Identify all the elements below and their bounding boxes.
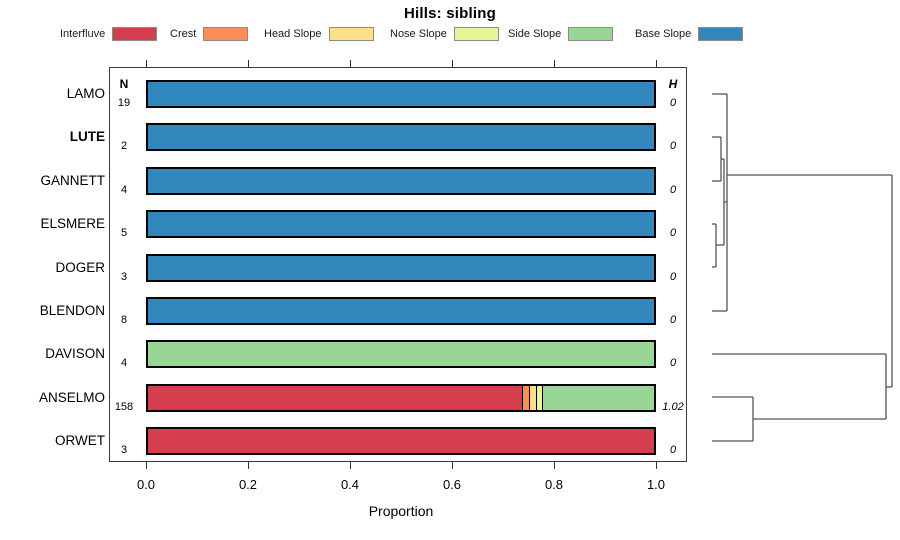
- legend-swatch: [203, 26, 249, 41]
- h-value-blendon: 0: [669, 314, 677, 326]
- y-label-lute: LUTE: [69, 129, 105, 144]
- bar-segment-base-slope: [148, 169, 654, 193]
- legend-item-interfluve: Interfluve: [60, 26, 158, 41]
- x-tick-label: 0.6: [442, 477, 462, 492]
- bottom-axis-tick: [554, 462, 556, 469]
- y-label-gannett: GANNETT: [40, 173, 105, 188]
- n-value-orwet: 3: [120, 444, 128, 456]
- bar-row-orwet: [146, 427, 656, 455]
- bar-segment-side-slope: [542, 386, 654, 410]
- bar-row-lamo: [146, 80, 656, 108]
- y-label-orwet: ORWET: [55, 433, 105, 448]
- top-axis-tick: [248, 60, 250, 67]
- n-column-header: N: [119, 77, 129, 91]
- bar-segment-base-slope: [148, 299, 654, 323]
- n-value-lamo: 19: [117, 97, 131, 109]
- h-value-davison: 0: [669, 357, 677, 369]
- bottom-axis-tick: [350, 462, 352, 469]
- y-label-doger: DOGER: [55, 260, 105, 275]
- bar-segment-base-slope: [148, 256, 654, 280]
- legend-swatch: [112, 26, 158, 41]
- legend-label: Base Slope: [635, 27, 692, 40]
- bottom-axis-tick: [248, 462, 250, 469]
- bar-row-gannett: [146, 167, 656, 195]
- h-value-orwet: 0: [669, 444, 677, 456]
- bottom-axis-tick: [452, 462, 454, 469]
- bar-segment-head-slope: [529, 386, 536, 410]
- x-axis-title: Proportion: [368, 503, 434, 519]
- legend-label: Interfluve: [60, 27, 106, 40]
- bar-segment-side-slope: [148, 342, 654, 366]
- n-value-blendon: 8: [120, 314, 128, 326]
- x-tick-label: 0.0: [136, 477, 156, 492]
- top-axis-tick: [554, 60, 556, 67]
- h-value-gannett: 0: [669, 184, 677, 196]
- bar-row-davison: [146, 340, 656, 368]
- legend-item-side-slope: Side Slope: [508, 26, 614, 41]
- bar-segment-crest: [522, 386, 529, 410]
- bottom-axis-tick: [656, 462, 658, 469]
- bottom-axis-tick: [146, 462, 148, 469]
- h-value-anselmo: 1.02: [662, 401, 684, 413]
- legend-swatch: [328, 26, 374, 41]
- bar-segment-nose-slope: [535, 386, 543, 410]
- y-label-anselmo: ANSELMO: [38, 390, 105, 405]
- legend-label: Head Slope: [264, 27, 322, 40]
- n-value-anselmo: 158: [114, 401, 134, 413]
- legend-item-base-slope: Base Slope: [635, 26, 744, 41]
- x-tick-label: 0.4: [340, 477, 360, 492]
- h-value-doger: 0: [669, 271, 677, 283]
- bar-row-anselmo: [146, 384, 656, 412]
- bar-row-blendon: [146, 297, 656, 325]
- legend-item-crest: Crest: [170, 26, 249, 41]
- legend-label: Side Slope: [508, 27, 562, 40]
- bar-segment-interfluve: [148, 429, 654, 453]
- n-value-lute: 2: [120, 140, 128, 152]
- legend-swatch: [568, 26, 614, 41]
- legend-item-head-slope: Head Slope: [264, 26, 374, 41]
- n-value-elsmere: 5: [120, 227, 128, 239]
- y-label-blendon: BLENDON: [39, 303, 105, 318]
- y-label-elsmere: ELSMERE: [40, 216, 105, 231]
- top-axis-tick: [656, 60, 658, 67]
- bar-row-doger: [146, 254, 656, 282]
- y-label-lamo: LAMO: [66, 86, 105, 101]
- n-value-davison: 4: [120, 357, 128, 369]
- top-axis-tick: [452, 60, 454, 67]
- x-tick-label: 1.0: [646, 477, 666, 492]
- bar-segment-base-slope: [148, 82, 654, 106]
- chart-title: Hills: sibling: [404, 5, 496, 22]
- bar-segment-base-slope: [148, 125, 654, 149]
- h-column-header: H: [668, 77, 678, 91]
- n-value-doger: 3: [120, 271, 128, 283]
- bar-segment-base-slope: [148, 212, 654, 236]
- bar-row-elsmere: [146, 210, 656, 238]
- h-value-elsmere: 0: [669, 227, 677, 239]
- h-value-lamo: 0: [669, 97, 677, 109]
- bar-row-lute: [146, 123, 656, 151]
- x-tick-label: 0.8: [544, 477, 564, 492]
- y-label-davison: DAVISON: [45, 346, 105, 361]
- h-value-lute: 0: [669, 140, 677, 152]
- legend-label: Nose Slope: [390, 27, 447, 40]
- legend-swatch: [453, 26, 499, 41]
- legend-label: Crest: [170, 27, 197, 40]
- x-tick-label: 0.2: [238, 477, 258, 492]
- top-axis-tick: [350, 60, 352, 67]
- bar-segment-interfluve: [148, 386, 523, 410]
- n-value-gannett: 4: [120, 184, 128, 196]
- legend-item-nose-slope: Nose Slope: [390, 26, 499, 41]
- legend-swatch: [698, 26, 744, 41]
- top-axis-tick: [146, 60, 148, 67]
